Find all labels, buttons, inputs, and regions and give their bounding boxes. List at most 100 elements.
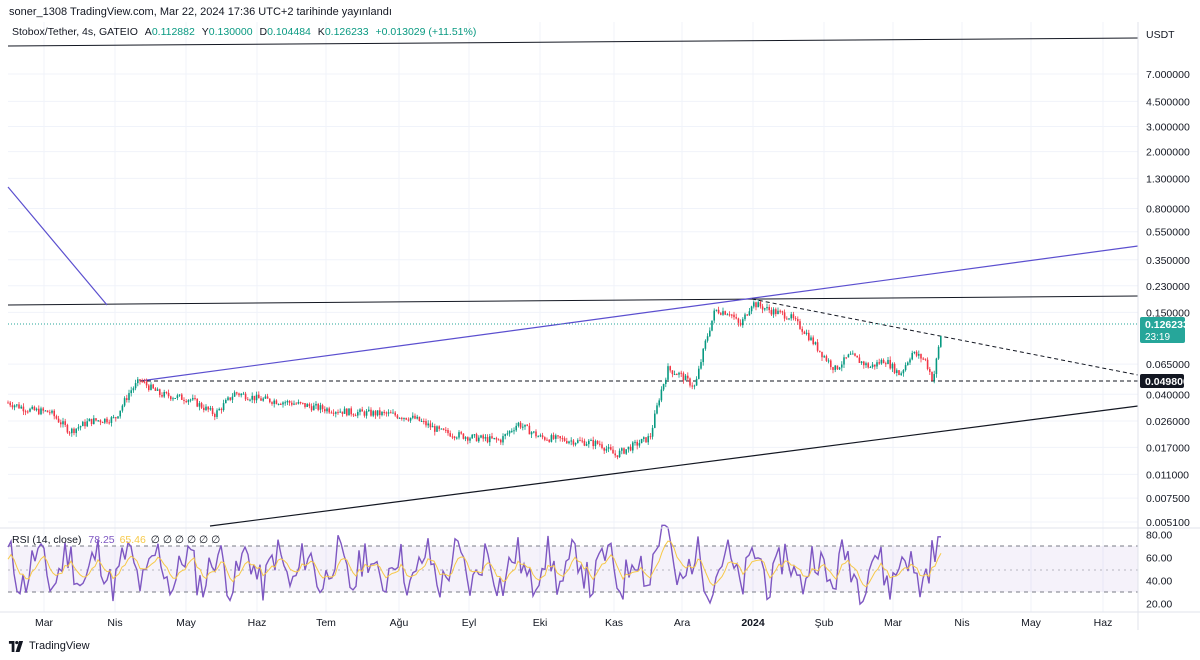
candle-body (425, 421, 427, 426)
brand-name[interactable]: TradingView (29, 640, 90, 652)
candle-body (812, 337, 814, 345)
rsi-legend[interactable]: RSI (14, close) 78.25 65.46 ∅ ∅ ∅ ∅ ∅ ∅ (12, 534, 220, 546)
candle-body (823, 356, 825, 358)
price-axis[interactable]: 7.000000 4.500000 3.000000 2.000000 1.300000… (1146, 69, 1190, 529)
time-axis[interactable]: Mar Nis May Haz Tem Ağu Eyl Eki Kas Ara 2024 Şub Mar… (35, 617, 1112, 629)
candle-body (610, 447, 612, 450)
candle-body (264, 396, 267, 399)
candle-body (319, 405, 322, 410)
candle-body (676, 374, 678, 376)
candle-body (748, 311, 751, 316)
price-tick-label: 0.065000 (1146, 359, 1190, 371)
candle-body (134, 383, 137, 389)
candle-body (715, 309, 718, 311)
candle-body (165, 391, 168, 393)
resistance-line[interactable] (7, 295, 1139, 306)
candle-body (233, 392, 236, 397)
candle-body (621, 448, 623, 451)
currency-label: USDT (1146, 29, 1175, 41)
candle-body (229, 397, 231, 400)
candle-body (847, 354, 850, 358)
candle-body (33, 406, 36, 411)
blue-descending-line[interactable] (7, 186, 108, 306)
candle-body (412, 415, 414, 418)
candle-body (95, 418, 97, 421)
rsi-label[interactable]: RSI (14, close) (12, 534, 82, 546)
candle-body (339, 411, 341, 413)
current-price-tag[interactable]: 0.126233 23:19 (1140, 317, 1189, 343)
candle-body (757, 302, 759, 308)
candle-body (720, 313, 722, 315)
candle-body (750, 306, 753, 312)
candle-body (814, 342, 817, 345)
low-value: 0.104484 (267, 26, 311, 38)
candle-body (920, 354, 922, 359)
candle-body (759, 302, 762, 307)
candle-body (940, 336, 942, 347)
candle-body (385, 412, 388, 414)
candle-body (13, 405, 16, 408)
candle-body (502, 436, 504, 443)
candle-body (198, 403, 201, 407)
candle-body (104, 418, 106, 423)
candle-body (493, 437, 495, 439)
dashed-downtrend-line[interactable] (751, 298, 1139, 376)
candle-body (240, 393, 242, 396)
candle-body (46, 410, 49, 413)
candle-body (880, 359, 883, 364)
price-tick-label: 0.800000 (1146, 204, 1190, 216)
symbol-legend[interactable]: Stobox/Tether, 4s, GATEIO A0.112882 Y0.1… (12, 26, 476, 38)
candle-body (517, 422, 520, 426)
candle-body (418, 416, 421, 422)
footer[interactable]: TradingView (8, 640, 90, 652)
candle-body (684, 375, 687, 381)
candle-body (295, 403, 297, 405)
rsi-axis[interactable]: 80.00 60.00 40.00 20.00 (1146, 530, 1172, 611)
candle-body (137, 379, 139, 384)
candle-body (660, 389, 663, 401)
candle-body (352, 414, 355, 416)
grid (8, 22, 1138, 612)
candle-body (115, 417, 117, 419)
candle-body (75, 428, 77, 434)
candle-body (603, 448, 605, 451)
candle-body (656, 405, 658, 414)
candle-body (632, 442, 634, 451)
candle-body (445, 429, 447, 431)
candle-body (581, 440, 583, 442)
symbol-name[interactable]: Stobox/Tether, 4s, GATEIO (12, 26, 138, 38)
top-horizontal-line[interactable] (7, 37, 1139, 47)
marked-level-tag[interactable]: 0.049800 (1140, 374, 1189, 388)
price-tick-label: 0.007500 (1146, 493, 1190, 505)
candle-body (557, 435, 559, 437)
candle-body (700, 362, 702, 369)
candle-body (559, 436, 561, 439)
time-tick-label: Nis (107, 617, 122, 629)
candle-body (570, 440, 572, 442)
candle-body (519, 422, 522, 428)
candle-body (827, 360, 830, 362)
candle-body (924, 358, 927, 360)
rsi-ma-value: 65.46 (119, 534, 146, 546)
candle-body (449, 433, 451, 437)
candle-body (394, 412, 396, 416)
candle-body (810, 337, 812, 341)
candle-body (288, 400, 291, 403)
candle-body (797, 319, 799, 322)
candle-body (636, 441, 638, 446)
candle-body (478, 437, 480, 442)
candle-body (918, 354, 920, 356)
candle-body (71, 428, 73, 434)
candle-body (176, 395, 179, 399)
candle-body (495, 437, 498, 440)
candle-body (403, 417, 405, 419)
support-line[interactable] (209, 405, 1139, 527)
candle-body (651, 427, 654, 437)
blue-channel-line[interactable] (139, 245, 1139, 382)
candle-body (442, 428, 445, 430)
candle-body (821, 351, 823, 358)
candle-body (713, 310, 715, 321)
candle-body (152, 384, 154, 389)
